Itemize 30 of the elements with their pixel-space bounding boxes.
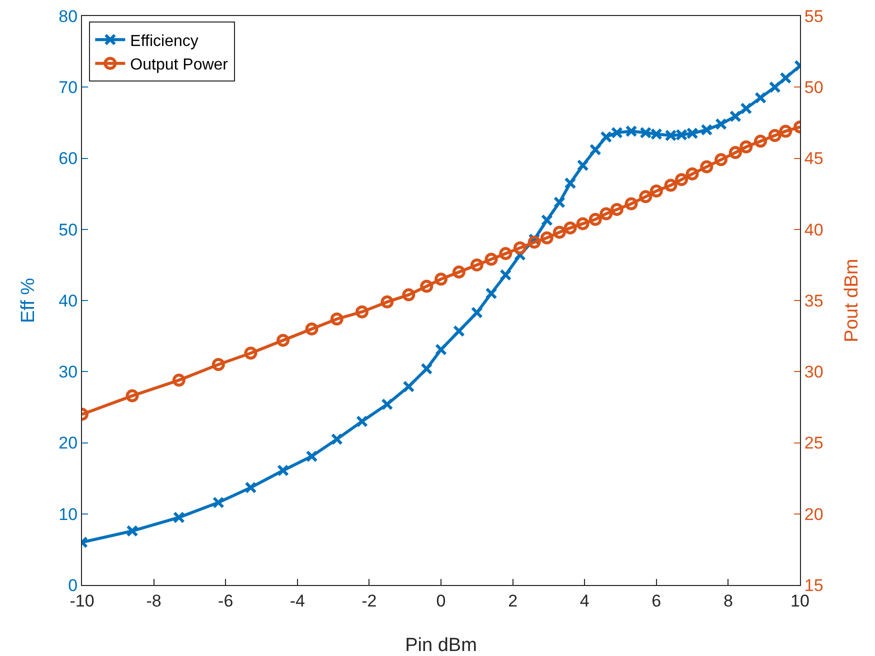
x-tick-label: 8 bbox=[723, 591, 733, 610]
y-tick-label: 40 bbox=[58, 291, 78, 310]
x-tick-label: 2 bbox=[508, 591, 518, 610]
y2-tick-label: 35 bbox=[804, 291, 824, 310]
x-tick-label: -2 bbox=[362, 591, 377, 610]
y2-tick-label: 25 bbox=[804, 434, 824, 453]
x-tick-label: 0 bbox=[436, 591, 446, 610]
y2-tick-label: 55 bbox=[804, 6, 824, 26]
y-tick-label: 50 bbox=[58, 220, 78, 240]
y-tick-label: 80 bbox=[58, 6, 78, 26]
y-tick-label: 30 bbox=[58, 362, 78, 382]
y-tick-label: 60 bbox=[58, 149, 78, 168]
x-tick-label: 4 bbox=[580, 591, 590, 610]
x-tick-label: -4 bbox=[290, 591, 305, 610]
y2-tick-label: 45 bbox=[804, 149, 824, 168]
y2-tick-label: 30 bbox=[804, 362, 824, 382]
y-axis-title: Eff % bbox=[18, 278, 39, 324]
y2-tick-label: 20 bbox=[804, 504, 824, 524]
x-tick-label: -8 bbox=[146, 591, 162, 610]
y-tick-label: 10 bbox=[58, 504, 78, 524]
x-tick-label: 6 bbox=[652, 591, 662, 610]
y2-tick-label: 40 bbox=[804, 220, 824, 240]
y-tick-label: 70 bbox=[58, 78, 78, 98]
y2-tick-label: 50 bbox=[804, 78, 824, 98]
y2-axis-title: Pout dBm bbox=[842, 258, 862, 342]
legend-label: Efficiency bbox=[130, 32, 198, 50]
y-tick-label: 20 bbox=[58, 434, 78, 453]
x-axis-title: Pin dBm bbox=[405, 635, 477, 656]
x-tick-label: -6 bbox=[218, 591, 234, 610]
legend-label: Output Power bbox=[130, 56, 229, 74]
